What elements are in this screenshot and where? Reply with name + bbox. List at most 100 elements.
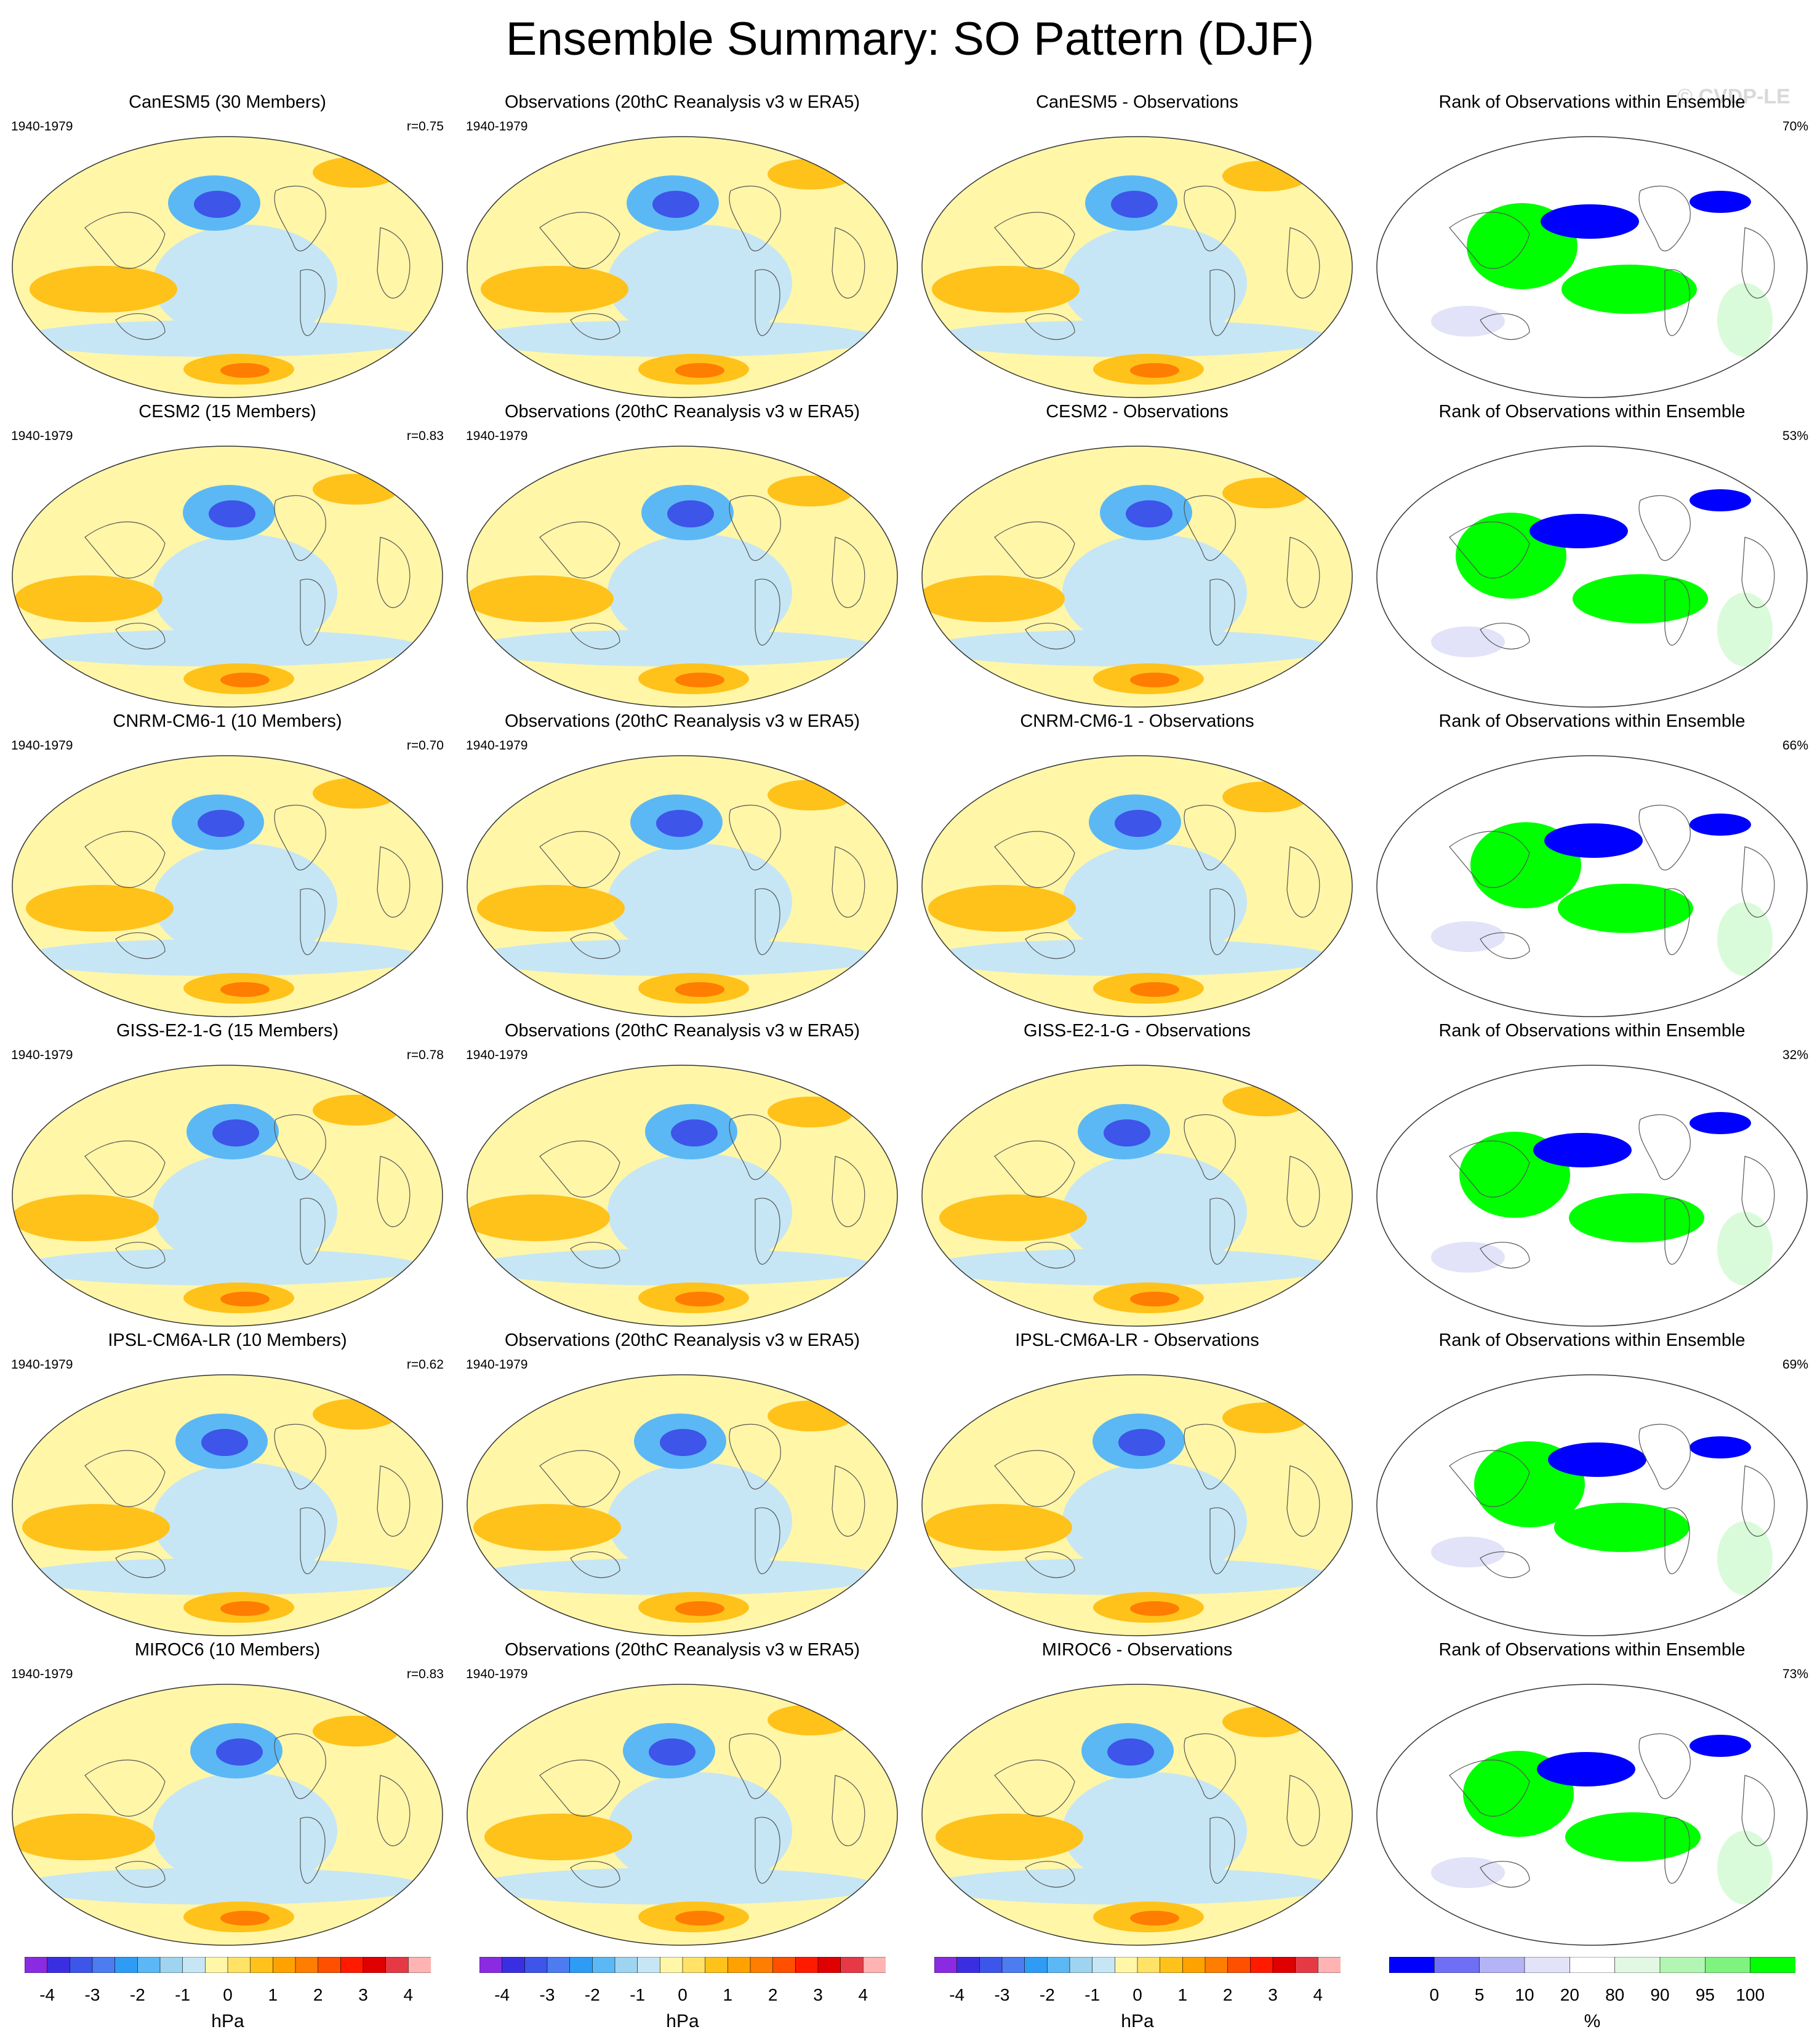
map-difference xyxy=(921,755,1353,1017)
colorbar-swatch xyxy=(728,1957,751,1973)
panel-difference: CNRM-CM6-1 - Observations xyxy=(910,711,1365,1021)
colorbar-tick-label: -4 xyxy=(494,1985,510,2004)
pressure-area-positive xyxy=(675,982,724,997)
coastline-south-america xyxy=(300,1507,326,1575)
colorbar-swatch xyxy=(1295,1957,1319,1973)
panel-title: MIROC6 - Observations xyxy=(1041,1640,1233,1660)
coastline-south-america xyxy=(1209,888,1235,956)
pressure-area-positive xyxy=(22,1504,170,1551)
colorbar-swatch xyxy=(1001,1957,1025,1973)
coastline-north-america xyxy=(1638,185,1691,252)
coastline-asia xyxy=(994,1140,1075,1198)
panel-title: CNRM-CM6-1 (10 Members) xyxy=(113,711,342,731)
rank-percent-label: 70% xyxy=(1782,119,1808,134)
rank-percent-label: 53% xyxy=(1782,429,1808,443)
pressure-area-positive xyxy=(12,1814,155,1860)
pressure-area-negative xyxy=(17,320,423,357)
pressure-area-positive xyxy=(1222,1086,1309,1116)
colorbar-swatches xyxy=(25,1957,431,1973)
coastline-africa xyxy=(1741,537,1775,608)
pressure-area-negative xyxy=(927,1558,1333,1595)
coastline-south-america xyxy=(300,578,326,646)
period-label: 1940-1979 xyxy=(466,1667,528,1681)
colorbar-tick-label: -3 xyxy=(84,1985,100,2004)
map-rank xyxy=(1376,1374,1808,1636)
colorbar-swatch xyxy=(1024,1957,1048,1973)
colorbar-swatch xyxy=(1389,1957,1435,1973)
coastline-africa xyxy=(1286,537,1320,608)
coastline-asia xyxy=(1449,1140,1530,1198)
colorbar-unit: % xyxy=(1584,2011,1601,2031)
colorbar-tick-label: 90 xyxy=(1650,1985,1670,2004)
panel-difference: CanESM5 - Observations xyxy=(910,92,1365,402)
colorbar-tick-label: 4 xyxy=(858,1985,868,2004)
rank-area-low xyxy=(1690,1112,1751,1134)
colorbar-swatch xyxy=(385,1957,409,1973)
correlation-label: r=0.83 xyxy=(406,1667,444,1681)
coastline-north-america xyxy=(1638,495,1691,561)
pressure-area-negative xyxy=(153,1153,337,1270)
coastline-africa xyxy=(377,1775,411,1846)
rank-area-pale xyxy=(1431,1242,1505,1273)
panel-difference: MIROC6 - Observations xyxy=(910,1640,1365,1950)
coastline-north-america xyxy=(274,1733,326,1799)
rank-area-pale xyxy=(1431,1537,1505,1567)
colorbar-swatch xyxy=(1182,1957,1206,1973)
colorbar-tick-label: 0 xyxy=(1132,1985,1142,2004)
coastline-asia xyxy=(84,831,166,888)
colorbar-tick-label: -1 xyxy=(175,1985,191,2004)
coastline-africa xyxy=(1286,1465,1320,1537)
coastline-south-america xyxy=(755,888,780,956)
pressure-area-positive xyxy=(477,885,625,932)
coastline-africa xyxy=(1286,846,1320,918)
pressure-area-negative xyxy=(209,500,255,527)
panel-observations: Observations (20thC Reanalysis v3 w ERA5… xyxy=(455,711,910,1021)
colorbar-model: -4 -3 -2 -1 0 1 2 3 4 hPa xyxy=(0,1957,455,2037)
coastline-asia xyxy=(539,831,620,888)
coastline-africa xyxy=(832,1775,865,1846)
pressure-area-negative xyxy=(153,1772,337,1889)
map-outline xyxy=(12,755,443,1017)
pressure-area-negative xyxy=(607,844,792,961)
colorbar-swatch xyxy=(25,1957,48,1973)
colorbar-swatch xyxy=(1434,1957,1480,1973)
map-rank xyxy=(1376,446,1808,708)
period-label: 1940-1979 xyxy=(11,1667,73,1681)
map-outline xyxy=(467,755,898,1017)
pressure-area-negative xyxy=(17,1558,423,1595)
pressure-area-negative xyxy=(472,1868,878,1905)
pressure-area-positive xyxy=(675,1292,724,1306)
panel-rank: Rank of Observations within Ensemble 53% xyxy=(1365,402,1819,711)
map-rank xyxy=(1376,136,1808,398)
colorbar-tick-label: 0 xyxy=(678,1985,688,2004)
map-observations xyxy=(467,446,898,708)
pressure-area-negative xyxy=(1062,225,1247,342)
colorbar-unit: hPa xyxy=(211,2011,244,2031)
colorbar-swatch xyxy=(524,1957,548,1973)
pressure-area-positive xyxy=(313,157,399,188)
colorbar-tick-label: 100 xyxy=(1736,1985,1765,2004)
colorbar-swatch xyxy=(92,1957,116,1973)
pressure-area-negative xyxy=(17,1868,423,1905)
pressure-area-negative xyxy=(17,630,423,666)
panel-title: Rank of Observations within Ensemble xyxy=(1438,1330,1746,1350)
colorbar-swatch xyxy=(682,1957,706,1973)
panel-title: Rank of Observations within Ensemble xyxy=(1438,92,1746,112)
coastline-asia xyxy=(84,1759,166,1817)
pressure-area-positive xyxy=(313,778,399,809)
colorbar-swatch xyxy=(295,1957,319,1973)
panel-title: Rank of Observations within Ensemble xyxy=(1438,402,1746,422)
map-difference xyxy=(921,136,1353,398)
panel-title: Rank of Observations within Ensemble xyxy=(1438,711,1746,731)
period-label: 1940-1979 xyxy=(466,119,528,134)
coastline-north-america xyxy=(1184,804,1236,871)
colorbar-tick-label: 1 xyxy=(1177,1985,1188,2004)
coastline-south-america xyxy=(755,1817,780,1884)
colorbar-tick-label: -2 xyxy=(1039,1985,1055,2004)
coastline-south-america xyxy=(300,269,326,337)
coastline-south-america xyxy=(1209,1198,1235,1265)
rank-percent-label: 73% xyxy=(1782,1667,1808,1681)
pressure-area-negative xyxy=(201,1429,248,1456)
map-model xyxy=(12,1684,443,1946)
correlation-label: r=0.70 xyxy=(406,738,444,753)
